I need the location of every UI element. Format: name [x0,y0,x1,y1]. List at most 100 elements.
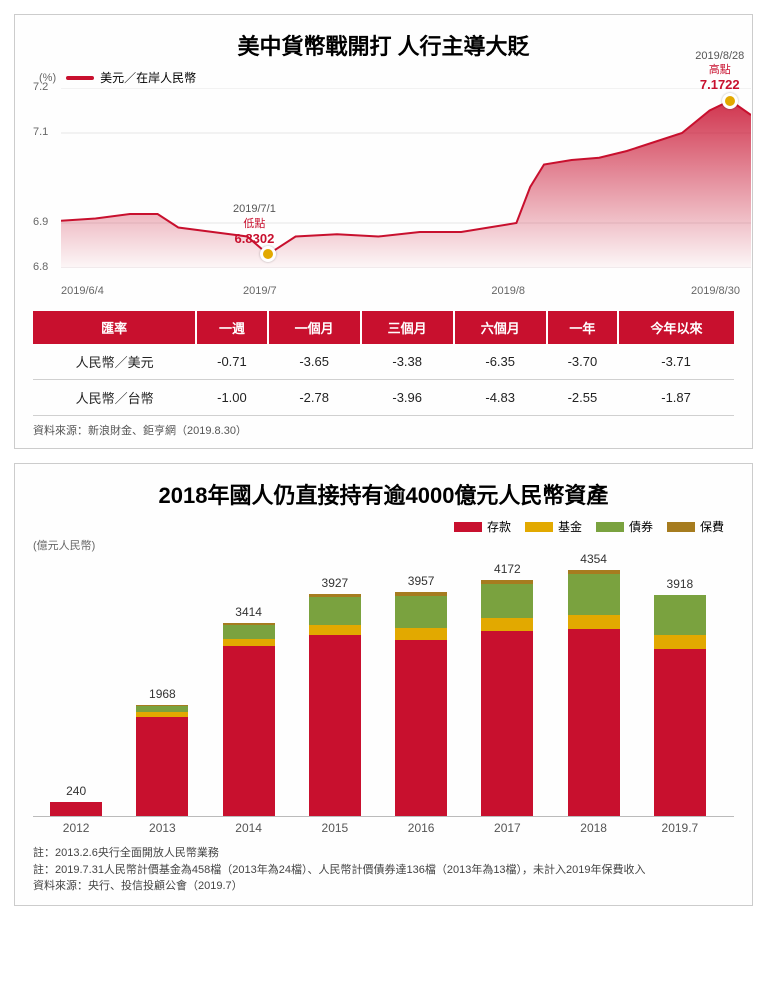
x-tick: 2019/6/4 [61,285,104,297]
bar-column: 3918 [654,595,706,816]
legend-bars: 存款 基金 債券保費 [33,518,724,535]
table-header: 今年以來 [618,311,734,344]
marker-icon [722,93,738,109]
legend-item: 保費 [667,518,724,535]
bar-x-label: 2014 [206,821,292,835]
panel1-source: 資料來源：新浪財金、鉅亨網（2019.8.30） [33,422,734,438]
bar-segment [568,615,620,630]
bar-segment [654,595,706,635]
table-cell: -1.00 [196,380,267,416]
bar-value: 1968 [136,687,188,701]
bar-value: 240 [50,784,102,798]
bar-segment [481,631,533,816]
bar-segment [223,625,275,639]
bar-segment [568,574,620,615]
panel-rmb-assets: 2018年國人仍直接持有逾4000億元人民幣資產 存款基金債券保費 (億元人民幣… [14,463,753,906]
bar-value: 3957 [395,574,447,588]
table-cell: 人民幣／美元 [33,344,196,380]
panel1-title: 美中貨幣戰開打 人行主導大貶 [33,29,734,61]
table-header: 三個月 [361,311,454,344]
legend-swatch [66,76,94,80]
bar-column: 3414 [223,623,275,816]
chart-annotation: 2019/7/1低點6.8302 [233,202,276,247]
bar-x-label: 2017 [464,821,550,835]
y-tick: 6.8 [33,261,48,273]
bar-segment [481,584,533,618]
x-axis: 2019/6/42019/72019/82019/8/30 [61,285,734,301]
legend-swatch [525,522,553,532]
table-cell: -3.65 [268,344,361,380]
bar-segment [481,618,533,630]
legend-label: 美元／在岸人民幣 [100,69,196,86]
bar-x-label: 2015 [292,821,378,835]
legend-item: 存款 [454,518,511,535]
table-row: 人民幣／美元-0.71-3.65-3.38-6.35-3.70-3.71 [33,344,734,380]
legend-swatch [667,522,695,532]
legend-swatch [596,522,624,532]
table-cell: -2.78 [268,380,361,416]
bar-segment [395,628,447,639]
bar-segment [395,640,447,816]
bar-segment [395,596,447,629]
bar-x-label: 2018 [551,821,637,835]
bar-segment [223,639,275,646]
bar-segment [309,625,361,635]
bar-segment [50,802,102,816]
table-header: 匯率 [33,311,196,344]
chart-annotation: 2019/8/28高點7.1722 [695,49,744,94]
bar-segment [309,635,361,816]
table-header: 一週 [196,311,267,344]
x-tick: 2019/8 [491,285,525,297]
table-cell: -1.87 [618,380,734,416]
y-tick: 6.9 [33,216,48,228]
panel2-notes: 註：2013.2.6央行全面開放人民幣業務註：2019.7.31人民幣計價基金為… [33,845,734,895]
table-cell: -6.35 [454,344,547,380]
table-cell: 人民幣／台幣 [33,380,196,416]
legend-text: 債券 [629,518,653,535]
bar-column: 4354 [568,570,620,816]
table-header: 一個月 [268,311,361,344]
table-cell: -2.55 [547,380,618,416]
rate-table: 匯率一週一個月三個月六個月一年今年以來人民幣／美元-0.71-3.65-3.38… [33,311,734,416]
x-tick: 2019/7 [243,285,277,297]
bar-column: 3927 [309,594,361,816]
bar-value: 3927 [309,576,361,590]
bar-value: 4354 [568,552,620,566]
bar-x-label: 2012 [33,821,119,835]
bar-segment [568,629,620,816]
legend-text: 存款 [487,518,511,535]
bar-segment [136,717,188,816]
bar-value: 3414 [223,605,275,619]
table-cell: -3.71 [618,344,734,380]
bar-segment [309,597,361,625]
bar-segment [654,649,706,816]
legend-text: 基金 [558,518,582,535]
bar-value: 3918 [654,577,706,591]
table-cell: -3.96 [361,380,454,416]
panel-currency-war: 美中貨幣戰開打 人行主導大貶 (%) 美元／在岸人民幣 6.86.97.17.2… [14,14,753,449]
stacked-bar-chart: 240 1968 3414 3927 3957 4172 4354 3918 [33,557,734,817]
area-chart: 6.86.97.17.2 2019/7/1低點6.83022019/8/28高點… [33,88,734,283]
legend-item: 債券 [596,518,653,535]
legend-line: 美元／在岸人民幣 [66,69,196,86]
y-tick: 7.2 [33,81,48,93]
bar-x-axis: 20122013201420152016201720182019.7 [33,821,734,835]
bar-column: 3957 [395,592,447,816]
table-cell: -3.38 [361,344,454,380]
bar-segment [223,646,275,816]
note-line: 註：2019.7.31人民幣計價基金為458檔（2013年為24檔）、人民幣計價… [33,862,734,879]
bar-column: 4172 [481,580,533,816]
table-header: 一年 [547,311,618,344]
y-tick: 7.1 [33,126,48,138]
table-header: 六個月 [454,311,547,344]
bar-column: 240 [50,802,102,816]
bar-column: 1968 [136,705,188,816]
table-cell: -3.70 [547,344,618,380]
x-tick: 2019/8/30 [691,285,740,297]
legend-item: 基金 [525,518,582,535]
note-line: 資料來源：央行、投信投顧公會（2019.7） [33,878,734,895]
note-line: 註：2013.2.6央行全面開放人民幣業務 [33,845,734,862]
bar-x-label: 2019.7 [637,821,723,835]
panel2-unit: (億元人民幣) [33,537,734,553]
table-cell: -4.83 [454,380,547,416]
